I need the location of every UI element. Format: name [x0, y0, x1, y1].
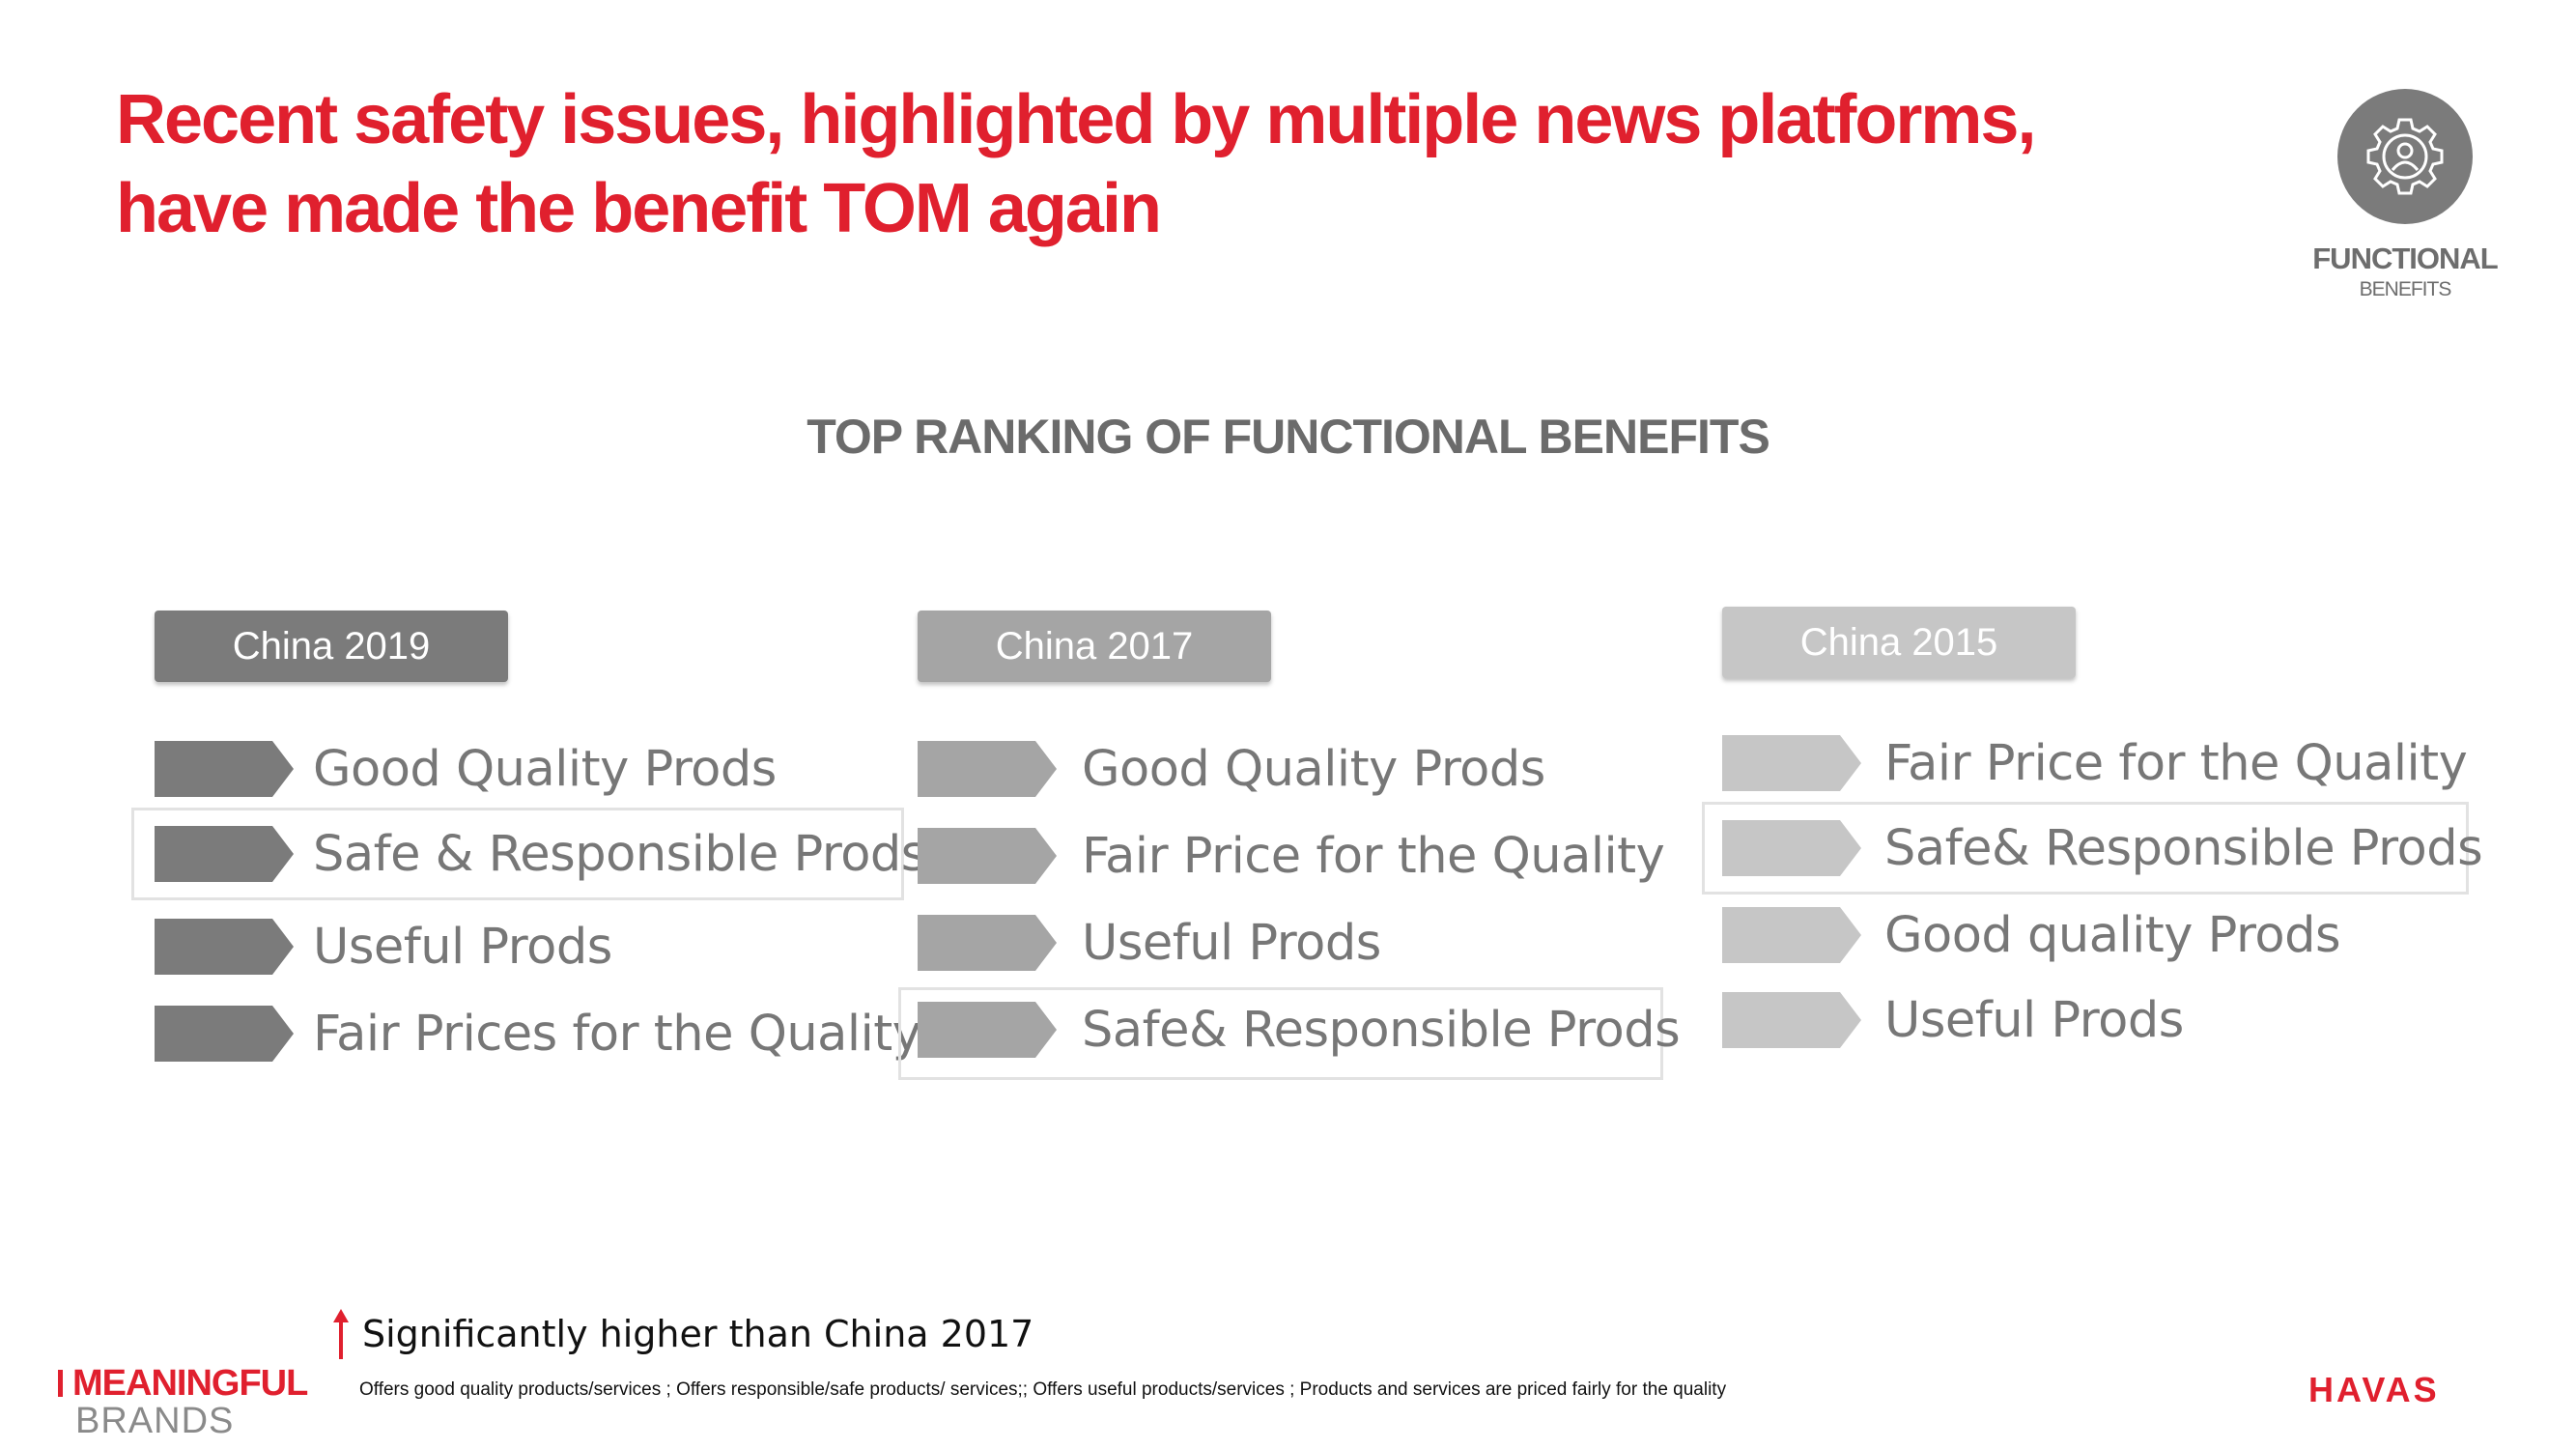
ranking-item: Good quality Prods — [1722, 896, 2341, 974]
ranking-item: Fair Prices for the Quality — [155, 995, 921, 1072]
column-header-china-2015: China 2015 — [1722, 607, 2076, 678]
ranking-label: Good Quality Prods — [1082, 740, 1545, 798]
ranking-item: Safe& Responsible Prods — [1722, 810, 2483, 887]
meaningful-brands-logo: MEANINGFUL BRANDS — [58, 1364, 308, 1441]
chevron-arrow-icon — [918, 915, 1057, 971]
column-header-china-2017: China 2017 — [918, 611, 1271, 682]
chevron-arrow-icon — [918, 741, 1057, 797]
legend: Significantly higher than China 2017 — [333, 1309, 1033, 1359]
ranking-label: Safe & Responsible Prods — [313, 825, 926, 883]
ranking-label: Fair Price for the Quality — [1082, 827, 1665, 885]
ranking-label: Safe& Responsible Prods — [1884, 819, 2483, 877]
chevron-arrow-icon — [1722, 907, 1861, 963]
ranking-item: Fair Price for the Quality — [918, 817, 1665, 895]
badge-circle — [2337, 89, 2473, 224]
ranking-item: Useful Prods — [918, 904, 1381, 981]
chevron-arrow-icon — [155, 919, 294, 975]
ranking-label: Good quality Prods — [1884, 906, 2341, 964]
ranking-item: Safe& Responsible Prods — [918, 991, 1681, 1068]
ranking-item: Good Quality Prods — [155, 730, 777, 808]
highlight-box — [898, 987, 1663, 1080]
havas-logo: HAVAS — [2308, 1370, 2440, 1409]
ranking-label: Useful Prods — [313, 918, 612, 976]
ranking-item: Fair Price for the Quality — [1722, 724, 2468, 802]
ranking-item: Safe & Responsible Prods — [155, 815, 948, 893]
chevron-arrow-icon — [1722, 735, 1861, 791]
ranking-item: Good Quality Prods — [918, 730, 1545, 808]
badge-title: FUNCTIONAL — [2312, 242, 2498, 275]
column-header-china-2019: China 2019 — [155, 611, 508, 682]
ranking-item: Useful Prods — [155, 908, 612, 985]
badge-subtitle: BENEFITS — [2359, 278, 2452, 300]
ranking-label: Good Quality Prods — [313, 740, 777, 798]
title-line-2: have made the benefit TOM again — [116, 170, 1162, 247]
chevron-arrow-icon — [155, 741, 294, 797]
ranking-label: Safe& Responsible Prods — [1082, 1001, 1681, 1059]
legend-text: Significantly higher than China 2017 — [362, 1313, 1034, 1355]
logo-line-1: MEANINGFUL — [58, 1364, 308, 1403]
section-heading: TOP RANKING OF FUNCTIONAL BENEFITS — [807, 410, 1770, 464]
ranking-label: Fair Price for the Quality — [1884, 734, 2468, 792]
page-title: Recent safety issues, highlighted by mul… — [116, 75, 2193, 253]
highlight-box — [131, 808, 904, 900]
gear-person-icon — [2366, 118, 2444, 195]
functional-benefits-badge: FUNCTIONAL BENEFITS — [2294, 89, 2516, 301]
footnote: Offers good quality products/services ; … — [359, 1379, 1727, 1400]
chevron-arrow-icon — [155, 826, 294, 882]
logo-line-2: BRANDS — [75, 1401, 235, 1441]
ranking-label: Fair Prices for the Quality — [313, 1005, 921, 1063]
chevron-arrow-icon — [1722, 992, 1861, 1048]
arrow-up-icon — [333, 1309, 349, 1359]
title-line-1: Recent safety issues, highlighted by mul… — [116, 81, 2036, 158]
chevron-arrow-icon — [155, 1006, 294, 1062]
ranking-label: Useful Prods — [1884, 991, 2184, 1049]
chevron-arrow-icon — [1722, 820, 1861, 876]
highlight-box — [1702, 802, 2469, 895]
chevron-arrow-icon — [918, 828, 1057, 884]
ranking-label: Useful Prods — [1082, 914, 1381, 972]
chevron-arrow-icon — [918, 1002, 1057, 1058]
ranking-item: Useful Prods — [1722, 981, 2184, 1059]
